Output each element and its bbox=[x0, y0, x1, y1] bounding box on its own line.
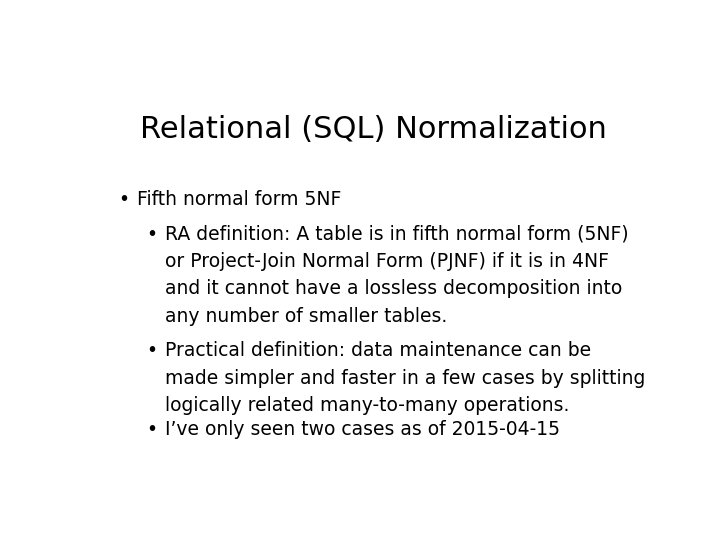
Text: RA definition: A table is in fifth normal form (5NF)
or Project-Join Normal Form: RA definition: A table is in fifth norma… bbox=[166, 225, 629, 326]
Text: Relational (SQL) Normalization: Relational (SQL) Normalization bbox=[140, 114, 607, 144]
Text: •: • bbox=[145, 341, 157, 360]
Text: •: • bbox=[145, 420, 157, 440]
Text: Fifth normal form 5NF: Fifth normal form 5NF bbox=[138, 190, 342, 208]
Text: •: • bbox=[118, 190, 129, 208]
Text: •: • bbox=[145, 225, 157, 244]
Text: I’ve only seen two cases as of 2015-04-15: I’ve only seen two cases as of 2015-04-1… bbox=[166, 420, 560, 440]
Text: Practical definition: data maintenance can be
made simpler and faster in a few c: Practical definition: data maintenance c… bbox=[166, 341, 646, 415]
